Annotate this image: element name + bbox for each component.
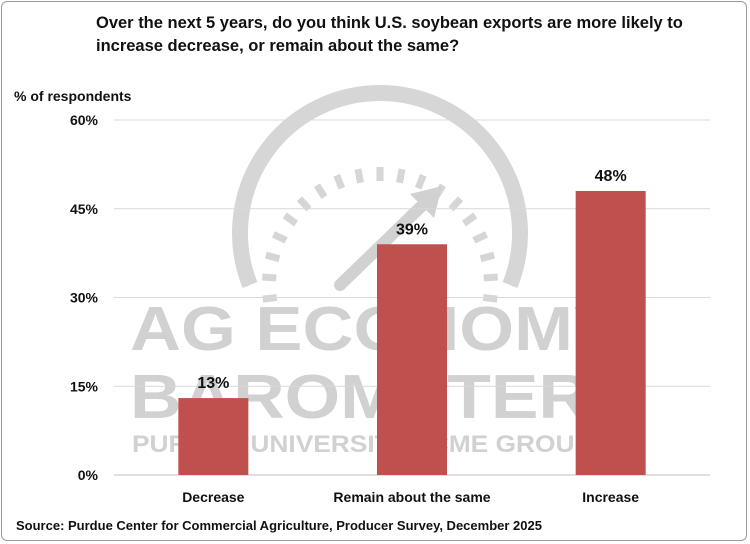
data-label: 39% — [396, 221, 428, 238]
y-tick-label: 15% — [70, 378, 99, 394]
bar — [377, 244, 447, 475]
y-tick-label: 0% — [78, 467, 99, 483]
source-note: Source: Purdue Center for Commercial Agr… — [16, 518, 542, 533]
bars — [178, 191, 646, 475]
y-tick-label: 30% — [70, 290, 99, 306]
watermark-tick — [448, 196, 464, 212]
x-category-label: Increase — [582, 489, 639, 505]
watermark-tick — [472, 231, 489, 244]
watermark-tick — [414, 173, 427, 190]
watermark-tick — [314, 183, 328, 199]
watermark-tick — [271, 231, 288, 244]
watermark-arrowhead — [410, 186, 442, 218]
bar — [178, 398, 249, 475]
x-axis-categories: Decrease Remain about the same Increase — [182, 489, 639, 505]
x-category-label: Remain about the same — [333, 489, 490, 505]
y-axis-ticks: 0% 15% 30% 45% 60% — [70, 112, 99, 483]
watermark-needle — [334, 192, 436, 291]
watermark-tick — [479, 251, 496, 263]
bar — [575, 191, 646, 475]
watermark-tick — [282, 212, 299, 227]
data-label: 13% — [197, 375, 229, 392]
watermark-tick — [354, 168, 365, 184]
watermark-tick — [461, 212, 478, 227]
chart-title: Over the next 5 years, do you think U.S.… — [96, 14, 683, 55]
value-labels: 13% 39% 48% — [197, 168, 626, 392]
watermark-tick — [262, 273, 277, 282]
watermark-tick — [395, 168, 406, 184]
y-axis-label: % of respondents — [14, 88, 132, 104]
watermark-line1: AG ECONOMY — [130, 295, 620, 364]
y-tick-label: 60% — [70, 112, 99, 128]
watermark-tick — [333, 173, 346, 190]
x-category-label: Decrease — [182, 489, 244, 505]
y-tick-label: 45% — [70, 201, 99, 217]
watermark-tick — [264, 251, 281, 263]
watermark-gauge-arc — [232, 85, 528, 288]
watermark-tick — [296, 196, 312, 212]
data-label: 48% — [595, 168, 627, 185]
watermark-tick — [483, 273, 498, 282]
